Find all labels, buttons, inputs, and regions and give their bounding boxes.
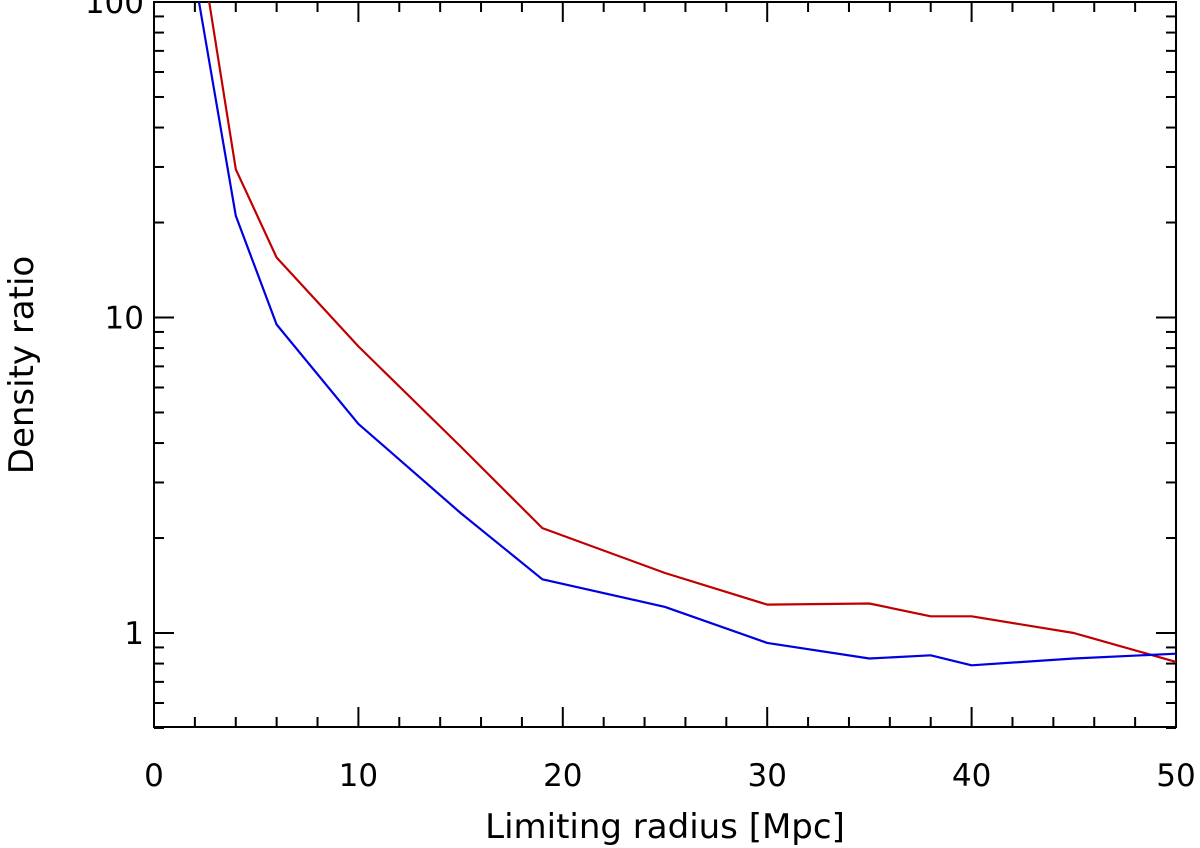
x-tick-label: 10 <box>339 758 378 794</box>
y-axis-label: Density ratio <box>2 256 42 474</box>
y-axis-ticks: 1 10 100 <box>85 0 1176 729</box>
x-tick-label: 40 <box>952 758 991 794</box>
x-tick-label: 0 <box>144 758 164 794</box>
y-tick-label: 100 <box>85 0 144 21</box>
series-line-1 <box>208 1 1177 663</box>
y-tick-label: 1 <box>124 616 144 652</box>
plot-frame <box>153 1 1177 728</box>
x-tick-label: 30 <box>747 758 786 794</box>
x-tick-label: 50 <box>1156 758 1195 794</box>
y-tick-label: 10 <box>105 301 144 337</box>
series-layer <box>197 1 1177 667</box>
x-tick-label: 20 <box>543 758 582 794</box>
series-line-2 <box>197 1 1177 667</box>
x-axis-ticks: 0 10 20 30 40 50 <box>144 2 1196 794</box>
x-axis-label: Limiting radius [Mpc] <box>485 807 845 847</box>
